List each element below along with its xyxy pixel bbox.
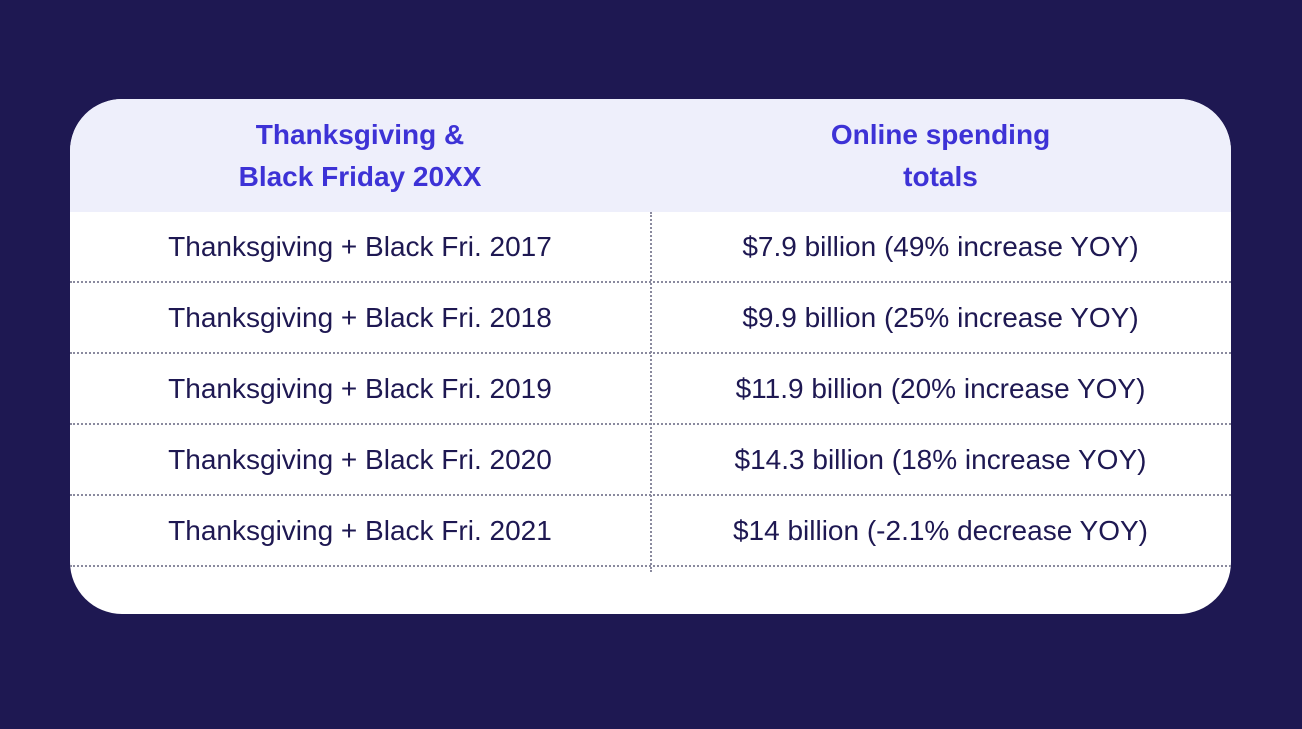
period-cell: Thanksgiving + Black Fri. 2019 bbox=[168, 372, 552, 404]
header-spending-line1: Online spending bbox=[830, 118, 1051, 150]
table-header: Thanksgiving & Black Friday 20XX Online … bbox=[70, 99, 1231, 212]
table-row: Thanksgiving + Black Fri. 2020 $14.3 bil… bbox=[70, 425, 1231, 496]
period-cell: Thanksgiving + Black Fri. 2020 bbox=[168, 443, 552, 475]
table-row: Thanksgiving + Black Fri. 2019 $11.9 bil… bbox=[70, 354, 1231, 425]
table-row: Thanksgiving + Black Fri. 2018 $9.9 bill… bbox=[70, 283, 1231, 354]
period-cell: Thanksgiving + Black Fri. 2018 bbox=[168, 301, 552, 333]
spending-cell: $14 billion (-2.1% decrease YOY) bbox=[732, 514, 1149, 546]
header-spending-line2: totals bbox=[903, 160, 978, 192]
column-divider bbox=[650, 212, 652, 572]
table-row: Thanksgiving + Black Fri. 2017 $7.9 bill… bbox=[70, 212, 1231, 283]
table-row: Thanksgiving + Black Fri. 2021 $14 billi… bbox=[70, 496, 1231, 567]
header-period: Thanksgiving & Black Friday 20XX bbox=[70, 99, 650, 212]
spending-cell: $14.3 billion (18% increase YOY) bbox=[734, 443, 1147, 475]
period-cell: Thanksgiving + Black Fri. 2021 bbox=[168, 514, 552, 546]
spending-cell: $11.9 billion (20% increase YOY) bbox=[735, 372, 1146, 404]
period-cell: Thanksgiving + Black Fri. 2017 bbox=[168, 230, 552, 262]
spending-cell: $9.9 billion (25% increase YOY) bbox=[742, 301, 1139, 333]
header-period-line2: Black Friday 20XX bbox=[238, 160, 482, 192]
header-period-line1: Thanksgiving & bbox=[255, 118, 465, 150]
spending-cell: $7.9 billion (49% increase YOY) bbox=[742, 230, 1139, 262]
spending-table: Thanksgiving & Black Friday 20XX Online … bbox=[70, 99, 1231, 614]
header-spending: Online spending totals bbox=[650, 99, 1231, 212]
